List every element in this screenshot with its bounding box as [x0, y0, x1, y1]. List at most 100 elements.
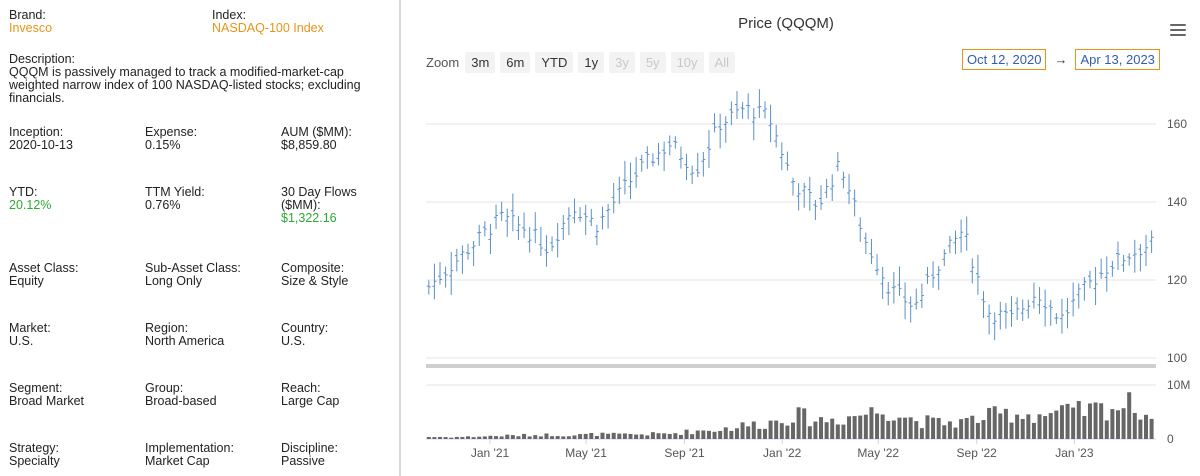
- ohlc-bar[interactable]: [706, 130, 711, 168]
- volume-bar[interactable]: [1132, 412, 1137, 439]
- volume-bar[interactable]: [426, 436, 431, 439]
- ohlc-bar[interactable]: [499, 201, 504, 222]
- ohlc-bar[interactable]: [449, 252, 454, 295]
- ohlc-bar[interactable]: [471, 240, 476, 267]
- volume-bar[interactable]: [510, 435, 515, 439]
- range-to-input[interactable]: Apr 13, 2023: [1075, 49, 1160, 70]
- ohlc-bar[interactable]: [426, 280, 431, 295]
- ohlc-bar[interactable]: [1110, 260, 1115, 277]
- ohlc-bar[interactable]: [762, 101, 767, 119]
- volume-bar[interactable]: [628, 433, 633, 439]
- ohlc-bar[interactable]: [1009, 296, 1014, 327]
- volume-bar[interactable]: [987, 407, 992, 439]
- volume-bar[interactable]: [718, 430, 723, 439]
- range-from-input[interactable]: Oct 12, 2020: [962, 49, 1047, 70]
- ohlc-bar[interactable]: [953, 230, 958, 255]
- volume-bar[interactable]: [572, 435, 577, 439]
- ohlc-bar[interactable]: [768, 104, 773, 143]
- volume-bar[interactable]: [488, 435, 493, 439]
- volume-bar[interactable]: [622, 433, 627, 439]
- ohlc-bar[interactable]: [718, 113, 723, 149]
- volume-bar[interactable]: [1099, 403, 1104, 439]
- ohlc-bar[interactable]: [600, 206, 605, 230]
- volume-bar[interactable]: [863, 414, 868, 439]
- volume-bar[interactable]: [650, 432, 655, 439]
- volume-bar[interactable]: [438, 436, 443, 439]
- brand-value[interactable]: Invesco: [9, 21, 53, 35]
- ohlc-bar[interactable]: [975, 254, 980, 295]
- ohlc-bar[interactable]: [723, 116, 728, 143]
- ohlc-bar[interactable]: [746, 93, 751, 120]
- volume-bar[interactable]: [757, 428, 762, 439]
- ohlc-bar[interactable]: [779, 142, 784, 171]
- volume-bar[interactable]: [460, 436, 465, 439]
- ohlc-bar[interactable]: [488, 223, 493, 254]
- volume-bar[interactable]: [639, 434, 644, 439]
- volume-bar[interactable]: [903, 417, 908, 439]
- volume-bar[interactable]: [970, 415, 975, 439]
- volume-bar[interactable]: [538, 436, 543, 439]
- volume-bar[interactable]: [931, 417, 936, 439]
- volume-bar[interactable]: [942, 425, 947, 439]
- volume-bar[interactable]: [1037, 414, 1042, 439]
- volume-bar[interactable]: [466, 436, 471, 439]
- ohlc-bar[interactable]: [729, 101, 734, 126]
- volume-bar[interactable]: [1065, 403, 1070, 439]
- volume-bar[interactable]: [723, 427, 728, 439]
- ohlc-bar[interactable]: [959, 219, 964, 253]
- volume-bar[interactable]: [1149, 418, 1154, 439]
- ohlc-bar[interactable]: [701, 151, 706, 177]
- hamburger-menu-icon[interactable]: [1170, 24, 1186, 37]
- volume-bar[interactable]: [1048, 413, 1053, 439]
- ohlc-bar[interactable]: [1143, 234, 1148, 267]
- volume-bar[interactable]: [471, 437, 476, 439]
- ohlc-bar[interactable]: [964, 216, 969, 251]
- volume-bar[interactable]: [908, 417, 913, 439]
- ohlc-bar[interactable]: [622, 160, 627, 195]
- volume-bar[interactable]: [953, 427, 958, 439]
- volume-bar[interactable]: [1110, 409, 1115, 439]
- volume-bar[interactable]: [606, 433, 611, 439]
- volume-bar[interactable]: [875, 413, 880, 439]
- volume-bar[interactable]: [1026, 414, 1031, 439]
- ohlc-bar[interactable]: [690, 165, 695, 185]
- ohlc-bar[interactable]: [802, 182, 807, 208]
- ohlc-bar[interactable]: [1138, 243, 1143, 272]
- volume-bar[interactable]: [1043, 416, 1048, 439]
- ohlc-bar[interactable]: [482, 221, 487, 237]
- ohlc-bar[interactable]: [617, 176, 622, 205]
- volume-bar[interactable]: [1020, 418, 1025, 439]
- ohlc-bar[interactable]: [460, 245, 465, 274]
- volume-bar[interactable]: [454, 436, 459, 439]
- ohlc-bar[interactable]: [611, 182, 616, 214]
- volume-bar[interactable]: [701, 430, 706, 439]
- volume-bar[interactable]: [449, 437, 454, 439]
- ohlc-bar[interactable]: [516, 215, 521, 240]
- volume-bar[interactable]: [706, 430, 711, 439]
- volume-bar[interactable]: [656, 433, 661, 439]
- volume-bar[interactable]: [1127, 392, 1132, 439]
- volume-bar[interactable]: [561, 436, 566, 439]
- ohlc-bar[interactable]: [796, 183, 801, 211]
- volume-bar[interactable]: [678, 434, 683, 439]
- ohlc-bar[interactable]: [443, 266, 448, 288]
- ohlc-bar[interactable]: [824, 178, 829, 199]
- ohlc-bar[interactable]: [897, 266, 902, 296]
- ohlc-bar[interactable]: [589, 208, 594, 227]
- ohlc-bar[interactable]: [695, 152, 700, 178]
- ohlc-bar[interactable]: [1020, 299, 1025, 321]
- volume-bar[interactable]: [925, 415, 930, 439]
- ohlc-bar[interactable]: [875, 254, 880, 276]
- volume-bar[interactable]: [690, 434, 695, 439]
- volume-bar[interactable]: [1003, 408, 1008, 439]
- volume-bar[interactable]: [578, 434, 583, 439]
- volume-bar[interactable]: [443, 437, 448, 439]
- volume-bar[interactable]: [807, 426, 812, 439]
- ohlc-bar[interactable]: [650, 153, 655, 167]
- volume-bar[interactable]: [959, 419, 964, 439]
- volume-bar[interactable]: [550, 436, 555, 439]
- ohlc-bar[interactable]: [505, 208, 510, 237]
- ohlc-bar[interactable]: [891, 271, 896, 304]
- volume-bar[interactable]: [779, 423, 784, 439]
- ohlc-bar[interactable]: [438, 262, 443, 285]
